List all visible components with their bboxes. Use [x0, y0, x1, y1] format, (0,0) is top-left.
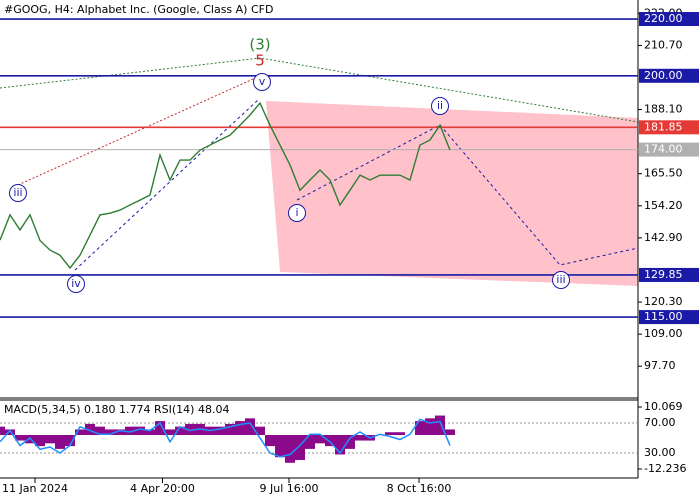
macd-bar [355, 434, 365, 441]
macd-bar [115, 429, 125, 435]
wave-label: iii [556, 273, 565, 286]
x-tick-label: 11 Jan 2024 [2, 482, 68, 495]
level-label: 220.00 [644, 12, 683, 25]
macd-bar [5, 429, 15, 435]
price-line [0, 101, 451, 270]
y-tick-label: 97.70 [644, 359, 676, 372]
macd-bar [155, 421, 165, 435]
level-label: 129.85 [644, 268, 683, 281]
wave-label: (3) [249, 36, 270, 54]
y-tick-label: 165.50 [644, 167, 683, 180]
macd-bar [415, 421, 425, 435]
x-tick-label: 9 Jul 16:00 [260, 482, 319, 495]
macd-bar [95, 426, 105, 435]
wave-guide [0, 57, 639, 123]
macd-bar [85, 423, 95, 435]
macd-bar [265, 434, 275, 447]
level-tag [639, 120, 699, 135]
wave-circle [9, 184, 27, 202]
macd-bar [0, 426, 5, 435]
wave-label: 5 [255, 52, 265, 70]
macd-bar [425, 418, 435, 435]
level-tag [639, 267, 699, 282]
y2-tick-label: 70.00 [644, 416, 676, 429]
wave-guide [17, 74, 263, 186]
macd-bar [135, 426, 145, 435]
macd-bar [255, 426, 265, 435]
macd-bar [445, 429, 455, 435]
macd-bar [45, 434, 55, 444]
wave-circle [431, 97, 449, 115]
macd-bar [35, 434, 45, 447]
macd-bar [385, 432, 395, 435]
rsi-line [0, 418, 451, 458]
wave-circle [67, 275, 85, 293]
macd-bar [125, 426, 135, 435]
y-tick-label: 109.00 [644, 327, 683, 340]
y-tick-label: 210.70 [644, 38, 683, 51]
y-tick-label: 142.90 [644, 231, 683, 244]
macd-bar [185, 423, 195, 435]
x-tick-label: 8 Oct 16:00 [387, 482, 452, 495]
level-tag [639, 310, 699, 325]
wave-label: i [295, 206, 298, 219]
wave-circle [552, 271, 570, 289]
level-tag [639, 68, 699, 83]
macd-bar [275, 434, 285, 458]
level-tag [639, 12, 699, 27]
macd-bar [65, 434, 75, 447]
y-tick-label: 154.20 [644, 199, 683, 212]
wave-circle [253, 73, 271, 91]
macd-bar [295, 434, 305, 461]
level-tag [639, 142, 699, 157]
macd-bar [75, 429, 85, 435]
level-label: 181.85 [644, 120, 683, 133]
target-zone [266, 101, 638, 286]
y2-tick-label: 30.00 [644, 446, 676, 459]
wave-label: iv [71, 277, 81, 290]
y-tick-label: -12.236 [644, 462, 686, 475]
level-label: 174.00 [644, 143, 683, 156]
macd-bar [305, 434, 315, 449]
macd-bar [225, 423, 235, 435]
level-label: 115.00 [644, 310, 683, 323]
macd-bar [335, 434, 345, 455]
chart-title: #GOOG, H4: Alphabet Inc. (Google, Class … [4, 3, 273, 16]
macd-bar [325, 434, 335, 447]
y-tick-label: 188.10 [644, 103, 683, 116]
macd-bar [175, 426, 185, 435]
macd-bar [55, 434, 65, 449]
level-label: 200.00 [644, 69, 683, 82]
wave-circle [288, 204, 306, 222]
macd-bar [25, 434, 35, 444]
wave-guide [296, 124, 441, 201]
y-tick-label: 10.069 [644, 400, 683, 413]
macd-bar [165, 429, 175, 435]
wave-label: iii [13, 186, 22, 199]
projection [439, 124, 639, 266]
macd-bar [435, 415, 445, 435]
macd-bar [395, 432, 405, 435]
macd-bar [15, 434, 25, 441]
macd-bar [245, 418, 255, 435]
macd-bar [285, 434, 295, 463]
macd-bar [145, 429, 155, 435]
y-tick-label: 120.30 [644, 295, 683, 308]
macd-bar [215, 426, 225, 435]
x-tick-label: 4 Apr 20:00 [130, 482, 195, 495]
wave-label: ii [437, 99, 443, 112]
macd-bar [345, 434, 355, 449]
indicator-title: MACD(5,34,5) 0.180 1.774 RSI(14) 48.04 [4, 403, 229, 416]
wave-label: v [259, 75, 266, 88]
macd-bar [105, 429, 115, 435]
macd-bar [315, 434, 325, 444]
macd-bar [235, 421, 245, 435]
